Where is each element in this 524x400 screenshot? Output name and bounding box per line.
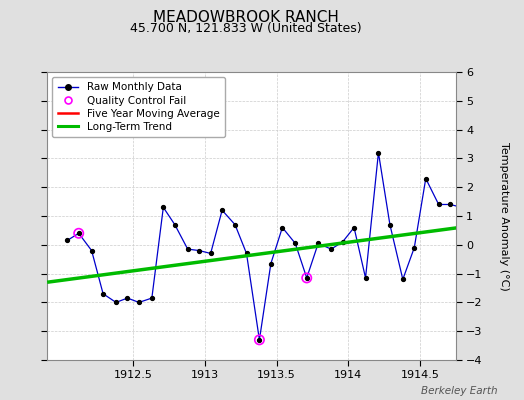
Point xyxy=(302,275,311,281)
Text: MEADOWBROOK RANCH: MEADOWBROOK RANCH xyxy=(154,10,339,25)
Text: 45.700 N, 121.833 W (United States): 45.700 N, 121.833 W (United States) xyxy=(130,22,362,35)
Y-axis label: Temperature Anomaly (°C): Temperature Anomaly (°C) xyxy=(499,142,509,290)
Legend: Raw Monthly Data, Quality Control Fail, Five Year Moving Average, Long-Term Tren: Raw Monthly Data, Quality Control Fail, … xyxy=(52,77,225,137)
Point xyxy=(255,337,264,343)
Text: Berkeley Earth: Berkeley Earth xyxy=(421,386,498,396)
Point xyxy=(74,230,83,236)
